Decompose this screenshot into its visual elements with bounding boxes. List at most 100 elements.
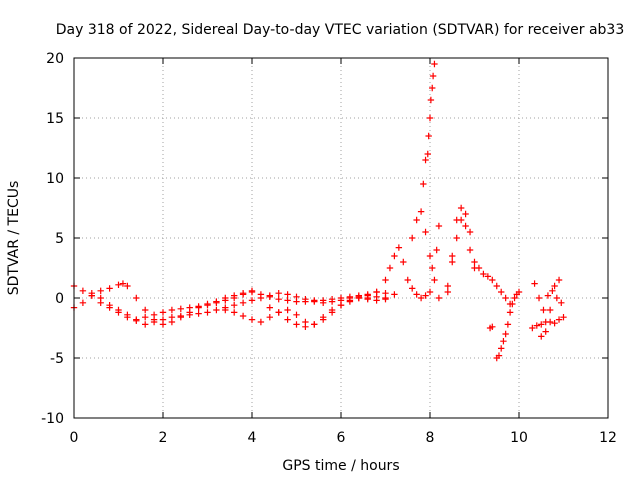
data-point: [529, 324, 536, 332]
data-point: [257, 294, 265, 302]
data-point: [444, 282, 451, 290]
data-point: [558, 299, 565, 306]
x-tick-label: 10: [510, 430, 528, 446]
data-point: [444, 288, 451, 296]
data-point: [195, 304, 202, 311]
data-point: [284, 297, 291, 304]
axis-ticks: 0 2 4 6 8 10 12 -10 -5 0 5 10 15 20: [41, 51, 617, 446]
data-point: [542, 328, 549, 335]
series-arc-14: [538, 276, 563, 340]
data-point: [395, 244, 403, 251]
x-tick-label: 8: [426, 430, 435, 446]
data-point: [266, 292, 273, 299]
data-point: [106, 302, 113, 309]
data-point: [275, 309, 282, 316]
plot-frame: [73, 57, 609, 419]
data-point: [266, 314, 273, 321]
data-point: [493, 282, 500, 290]
data-point: [533, 322, 540, 329]
data-point: [177, 305, 184, 312]
data-point: [142, 306, 149, 314]
data-point: [449, 258, 456, 266]
data-point: [195, 310, 202, 317]
data-point: [544, 292, 552, 299]
data-point: [168, 314, 176, 321]
data-point: [498, 288, 505, 296]
data-point: [142, 321, 149, 328]
data-point: [79, 299, 87, 306]
data-point: [462, 210, 469, 218]
data-point: [373, 288, 380, 296]
data-point: [159, 309, 167, 316]
data-point: [400, 258, 407, 266]
data-point: [302, 296, 309, 303]
y-axis-label: SDTVAR / TECUs: [6, 181, 22, 296]
data-point: [422, 292, 429, 299]
data-point: [106, 285, 113, 292]
data-point: [222, 306, 229, 314]
x-tick-label: 6: [337, 430, 346, 446]
series-arc-10: [444, 210, 478, 290]
data-point: [422, 228, 429, 236]
data-point: [555, 316, 563, 323]
data-point: [435, 294, 443, 302]
data-point: [79, 287, 87, 294]
data-point: [275, 290, 282, 297]
data-point: [382, 290, 389, 297]
data-point: [355, 294, 362, 302]
grid: [74, 58, 608, 418]
data-point: [424, 150, 431, 158]
data-point: [457, 204, 465, 212]
data-point: [555, 276, 563, 284]
data-point: [551, 320, 558, 327]
data-point: [168, 306, 176, 314]
data-point: [489, 323, 496, 330]
data-point: [515, 288, 523, 296]
data-point: [502, 294, 509, 302]
data-point: [391, 291, 398, 298]
data-point: [382, 276, 389, 284]
y-tick-label: 10: [46, 171, 64, 187]
data-point: [284, 316, 291, 323]
data-point: [320, 299, 327, 306]
series-arc-11: [486, 288, 523, 362]
data-point: [417, 208, 425, 215]
data-point: [124, 311, 131, 318]
data-point: [431, 276, 438, 284]
data-point: [231, 309, 238, 316]
data-point: [466, 228, 474, 236]
data-point: [538, 321, 545, 328]
data-point: [133, 317, 140, 324]
data-point: [97, 287, 104, 294]
data-point: [546, 306, 554, 314]
data-point: [413, 291, 420, 298]
data-point: [284, 306, 291, 314]
data-point: [328, 298, 336, 305]
data-point: [538, 333, 545, 340]
data-point: [426, 252, 434, 260]
data-point: [293, 311, 300, 318]
data-point: [204, 302, 211, 309]
data-point: [257, 318, 265, 326]
x-tick-label: 12: [599, 430, 617, 446]
data-point: [177, 312, 184, 320]
data-point: [404, 276, 411, 284]
series-arc-9: [435, 204, 514, 308]
data-point: [509, 300, 516, 308]
data-point: [222, 297, 229, 304]
data-point: [511, 294, 518, 302]
data-point: [535, 294, 543, 302]
x-tick-label: 2: [159, 430, 168, 446]
data-point: [553, 294, 561, 302]
data-point: [502, 330, 509, 338]
data-points: [70, 60, 567, 362]
data-point: [213, 306, 220, 314]
data-point: [386, 264, 394, 272]
data-point: [97, 294, 104, 302]
data-point: [504, 321, 512, 328]
x-tick-label: 4: [248, 430, 257, 446]
data-point: [364, 294, 371, 302]
data-point: [429, 264, 436, 272]
data-point: [495, 352, 503, 359]
data-point: [239, 312, 247, 320]
